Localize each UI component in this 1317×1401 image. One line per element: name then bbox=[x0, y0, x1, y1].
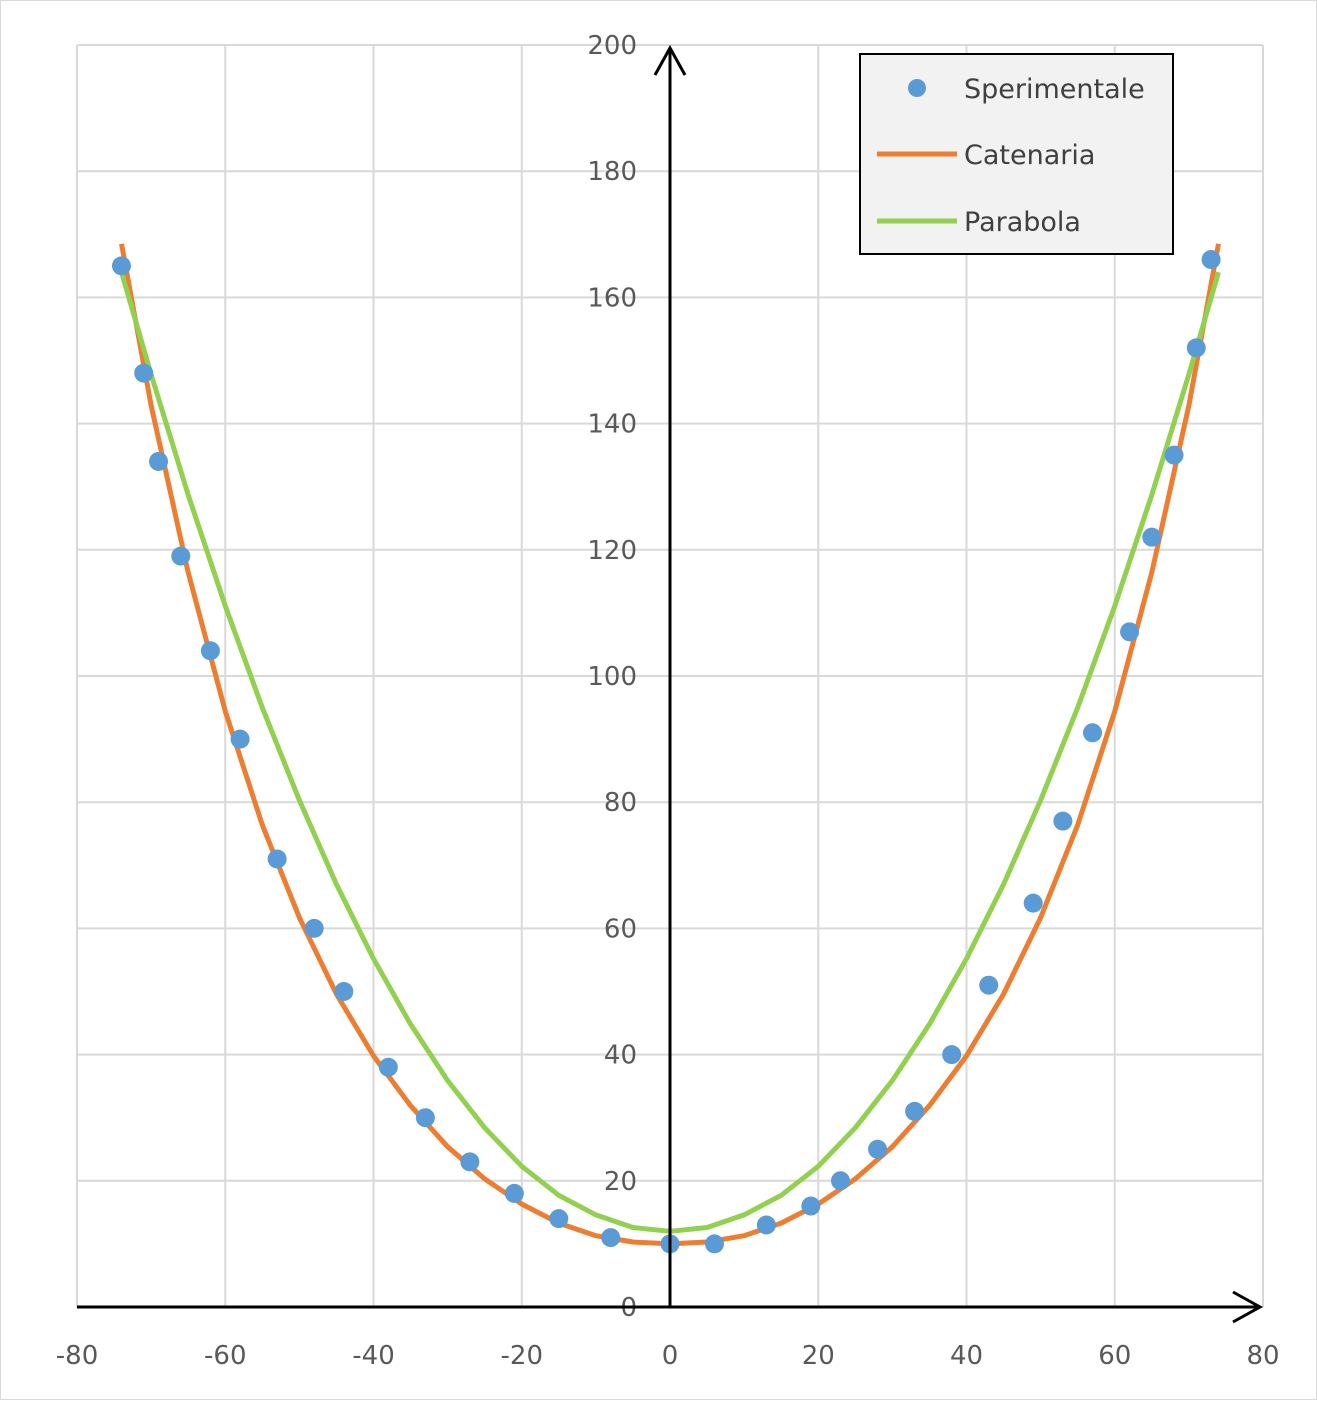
data-point bbox=[942, 1045, 962, 1065]
data-point bbox=[378, 1057, 398, 1077]
y-tick-label: 120 bbox=[587, 536, 637, 566]
data-point bbox=[200, 641, 220, 661]
y-tick-label: 20 bbox=[604, 1167, 637, 1197]
data-point bbox=[504, 1183, 524, 1203]
data-point bbox=[704, 1234, 724, 1254]
x-axis-arrow bbox=[1232, 1290, 1264, 1324]
data-point bbox=[304, 918, 324, 938]
data-point bbox=[905, 1101, 925, 1121]
x-tick-label: 20 bbox=[802, 1341, 835, 1371]
data-point bbox=[830, 1171, 850, 1191]
data-point bbox=[1186, 338, 1206, 358]
data-point bbox=[756, 1215, 776, 1235]
y-tick-label: 140 bbox=[587, 410, 637, 440]
x-tick-label: 60 bbox=[1098, 1341, 1131, 1371]
data-point bbox=[1083, 723, 1103, 743]
legend-label-catenaria: Catenaria bbox=[964, 140, 1095, 171]
y-tick-label: 40 bbox=[604, 1041, 637, 1071]
data-points bbox=[111, 250, 1221, 1254]
data-point bbox=[230, 729, 250, 749]
x-tick-label: -20 bbox=[501, 1341, 543, 1371]
y-tick-label: 80 bbox=[604, 788, 637, 818]
x-tick-label: -80 bbox=[56, 1341, 98, 1371]
data-point bbox=[979, 975, 999, 995]
x-tick-label: 80 bbox=[1246, 1341, 1279, 1371]
data-point bbox=[1120, 622, 1140, 642]
x-tick-label: 40 bbox=[950, 1341, 983, 1371]
y-tick-label: 160 bbox=[587, 283, 637, 313]
data-point bbox=[1201, 250, 1221, 270]
data-point bbox=[460, 1152, 480, 1172]
y-tick-label: 200 bbox=[587, 31, 637, 61]
data-point bbox=[267, 849, 287, 869]
data-point bbox=[549, 1209, 569, 1229]
data-point bbox=[868, 1139, 888, 1159]
axes bbox=[77, 44, 1264, 1324]
data-point bbox=[171, 546, 191, 566]
data-point bbox=[134, 363, 154, 383]
data-point bbox=[1023, 893, 1043, 913]
data-point bbox=[1053, 811, 1073, 831]
data-point bbox=[111, 256, 131, 276]
y-tick-label: 60 bbox=[604, 914, 637, 944]
legend: Sperimentale Catenaria Parabola bbox=[859, 53, 1174, 255]
data-point bbox=[801, 1196, 821, 1216]
x-tick-label: 0 bbox=[662, 1341, 679, 1371]
data-point bbox=[601, 1228, 621, 1248]
data-point bbox=[1164, 445, 1184, 465]
y-tick-label: 180 bbox=[587, 157, 637, 187]
data-point bbox=[415, 1108, 435, 1128]
legend-swatch-sperimentale bbox=[908, 79, 926, 97]
y-axis-arrow bbox=[653, 44, 687, 76]
legend-label-sperimentale: Sperimentale bbox=[964, 74, 1145, 105]
x-tick-label: -60 bbox=[204, 1341, 246, 1371]
legend-label-parabola: Parabola bbox=[964, 207, 1081, 238]
data-point bbox=[334, 982, 354, 1001]
y-tick-label: 100 bbox=[587, 662, 637, 692]
data-point bbox=[1142, 527, 1162, 547]
x-tick-label: -40 bbox=[352, 1341, 394, 1371]
data-point bbox=[149, 451, 169, 471]
tick-labels: -80-60-40-200204060800204060801001201401… bbox=[56, 31, 1280, 1371]
